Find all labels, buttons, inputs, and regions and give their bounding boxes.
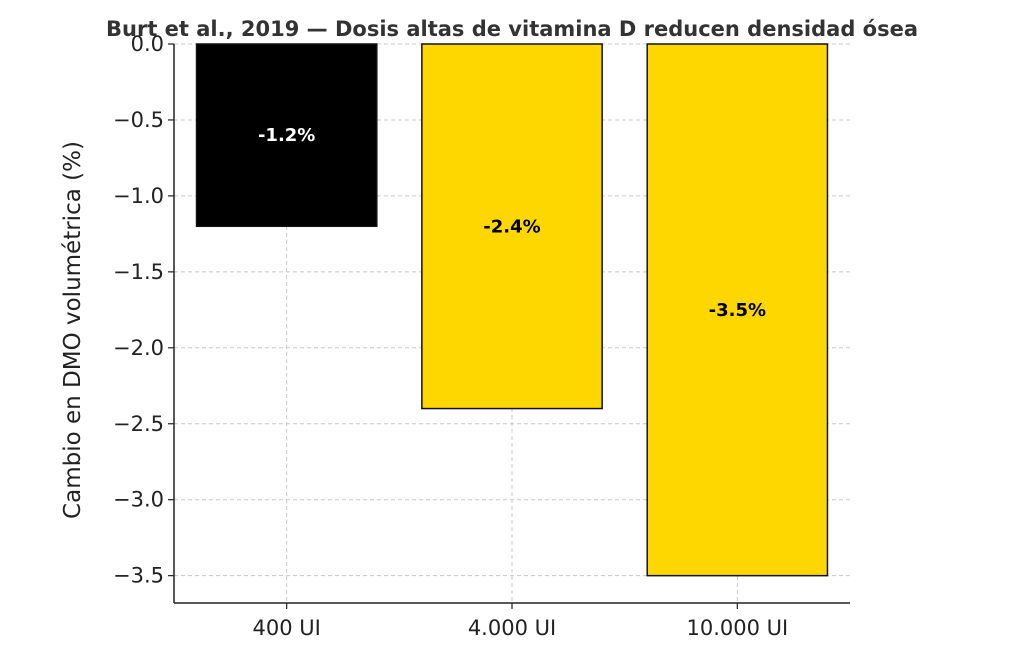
y-axis-label: Cambio en DMO volumétrica (%) xyxy=(60,141,86,519)
bar-data-label: -1.2% xyxy=(258,125,315,146)
bar-data-label: -2.4% xyxy=(483,216,540,237)
axes xyxy=(168,43,850,609)
bar-1 xyxy=(195,43,378,228)
y-tick-label: −1.5 xyxy=(113,260,164,284)
bar-data-label: -3.5% xyxy=(709,300,766,321)
y-tick-label: −0.5 xyxy=(113,108,164,132)
y-tick-label: −3.0 xyxy=(113,488,164,512)
chart-title: Burt et al., 2019 — Dosis altas de vitam… xyxy=(106,17,918,41)
x-tick-label: 400 UI xyxy=(253,616,321,640)
bar-3 xyxy=(646,43,829,577)
bars: -1.2% -2.4% -3.5% xyxy=(195,43,829,577)
x-tick-label: 10.000 UI xyxy=(686,616,788,640)
y-tick-label: −3.5 xyxy=(113,564,164,588)
x-tick-label: 4.000 UI xyxy=(468,616,556,640)
y-tick-label: −1.0 xyxy=(113,184,164,208)
y-tick-label: 0.0 xyxy=(131,32,164,56)
tick-labels: 0.0 −0.5 −1.0 −1.5 −2.0 −2.5 −3.0 −3.5 400 UI 4.0… xyxy=(113,32,788,640)
y-tick-label: −2.0 xyxy=(113,336,164,360)
bar-2 xyxy=(421,43,603,410)
y-tick-label: −2.5 xyxy=(113,412,164,436)
